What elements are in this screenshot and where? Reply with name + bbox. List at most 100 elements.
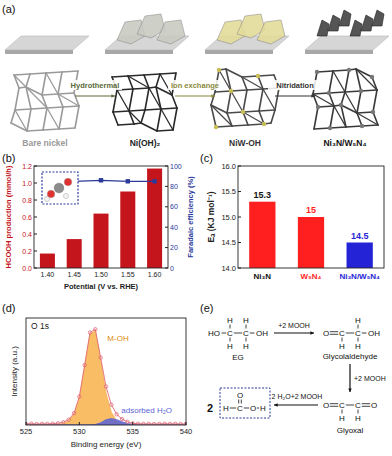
bar: [40, 254, 55, 268]
point: [62, 421, 65, 424]
tick: [165, 227, 168, 228]
mesh-node: [371, 110, 375, 114]
mesh-strut: [47, 108, 59, 129]
mesh-strut: [128, 75, 144, 76]
nanostructure: [328, 15, 340, 31]
tick-label: 0.0: [22, 265, 32, 272]
tick: [238, 191, 241, 192]
tick-label: 0.8: [22, 197, 32, 204]
atom: H: [339, 414, 345, 423]
bond: [342, 338, 343, 342]
mesh-strut: [15, 109, 31, 110]
mesh-strut: [58, 72, 62, 94]
mesh-strut: [160, 73, 176, 74]
mesh-strut: [157, 109, 161, 131]
stage-label: Bare nickel: [22, 138, 67, 148]
tick: [26, 422, 27, 425]
atom: H: [243, 316, 249, 325]
mesh-strut: [227, 91, 231, 113]
mesh-strut: [330, 127, 346, 128]
point: [99, 356, 102, 359]
bar: [120, 192, 135, 269]
bond: [230, 408, 236, 409]
step-label: Nitridation: [276, 81, 314, 90]
axis-label: Binding energy (eV): [71, 440, 142, 449]
data-label: 15.3: [254, 190, 272, 200]
bond: [330, 403, 338, 404]
label-bg: [268, 80, 322, 90]
panel-label: (b): [2, 152, 15, 164]
atom: C: [355, 401, 361, 410]
mesh-strut: [263, 89, 275, 110]
mesh-strut: [172, 95, 177, 108]
tick: [34, 166, 37, 167]
tick: [34, 183, 37, 184]
mesh-node: [327, 91, 331, 95]
panel-label: (e): [200, 302, 213, 314]
tick: [79, 422, 80, 425]
bond: [244, 408, 249, 409]
axis-label: HCOOH production (mmol/h): [4, 165, 13, 268]
schematic: Bare nickelNi(OH)₂NiW-OHNi₃N/W₅N₄Hydroth…: [5, 10, 389, 148]
tick-label: 100: [170, 163, 182, 170]
mesh-strut: [134, 123, 141, 124]
mesh-strut: [314, 107, 318, 129]
mesh-strut: [345, 70, 349, 92]
tick-label: 14.5: [221, 238, 236, 247]
mesh-strut: [42, 95, 47, 108]
mesh-strut: [317, 71, 333, 72]
tick: [34, 217, 37, 218]
arrow-line: [274, 404, 318, 405]
bond: [346, 333, 354, 334]
marker: [99, 178, 103, 182]
mesh-strut: [275, 88, 279, 110]
arrow-line: [275, 95, 315, 96]
mesh-strut: [31, 108, 47, 109]
tick-label: 0.2: [22, 248, 32, 255]
mesh-strut: [113, 112, 118, 125]
bond: [342, 410, 343, 414]
mesh-node: [370, 75, 374, 79]
frame: [238, 166, 384, 268]
mesh-strut: [144, 74, 160, 75]
atom: C: [237, 404, 243, 413]
label-bg: [168, 80, 222, 90]
tick: [34, 234, 37, 235]
atom: O: [323, 401, 329, 410]
mesh-node: [262, 122, 266, 126]
mesh-strut: [27, 130, 43, 131]
atom: H: [355, 414, 361, 423]
slab-edge: [305, 50, 373, 54]
bond: [362, 406, 370, 407]
mesh-strut: [373, 90, 377, 112]
mesh-strut: [248, 124, 264, 125]
step-label: Ion exchange: [171, 81, 219, 90]
mesh-strut: [361, 90, 377, 91]
atom: C: [339, 401, 345, 410]
mesh-strut: [356, 69, 377, 90]
mesh-node: [328, 126, 332, 130]
atom: H: [227, 342, 233, 351]
mesh-strut: [14, 75, 26, 87]
mesh-strut: [341, 105, 346, 127]
chart-b: 0.00.20.40.60.81.01.20204060801001.401.4…: [4, 163, 195, 292]
mesh-strut: [357, 91, 361, 113]
arrow-head: [274, 403, 278, 406]
mesh-strut: [211, 105, 227, 113]
series-annotation: M-OH: [107, 334, 129, 343]
atom: H: [355, 316, 361, 325]
inset-box: [42, 172, 78, 204]
tick: [165, 166, 168, 167]
mesh-strut: [75, 106, 79, 128]
mesh-strut: [133, 88, 149, 89]
mesh-strut: [341, 105, 357, 113]
atom-ball: [63, 193, 68, 198]
mesh-strut: [141, 123, 157, 131]
arrow-line: [75, 95, 115, 96]
mesh-node: [316, 105, 320, 109]
mesh-strut: [46, 73, 58, 94]
molecule-name: Glycolaldehyde: [323, 352, 378, 361]
data-label: 15: [306, 205, 316, 215]
tick-label: 0.6: [22, 214, 32, 221]
tick-label: 525: [20, 427, 33, 436]
